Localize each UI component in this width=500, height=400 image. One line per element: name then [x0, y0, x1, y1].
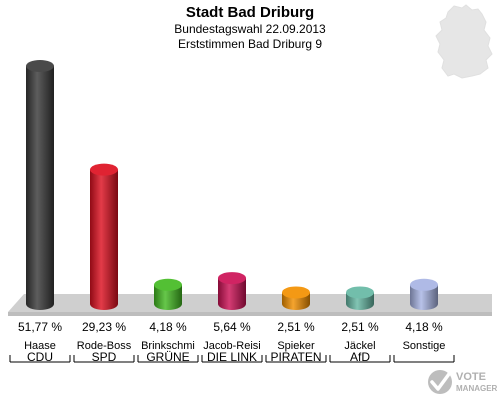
bar-top	[346, 286, 374, 299]
candidate-label: Brinkschmi	[141, 340, 195, 352]
value-label: 51,77 %	[18, 320, 62, 334]
value-label: 4,18 %	[149, 320, 187, 334]
party-label: GRÜNE	[146, 350, 189, 364]
bar-sonstige	[410, 278, 438, 310]
candidate-label: Sonstige	[403, 340, 446, 352]
svg-text:MANAGER: MANAGER	[456, 384, 498, 393]
bar-top	[26, 60, 54, 72]
candidate-label: Rode-Boss	[77, 340, 132, 352]
chart-title: Stadt Bad Driburg	[185, 4, 315, 21]
bar-top	[218, 272, 246, 285]
chart-floor-edge	[8, 312, 492, 316]
bar-spieker	[282, 286, 310, 310]
party-label: AfD	[350, 350, 370, 364]
germany-map-icon	[435, 4, 493, 79]
value-label: 2,51 %	[277, 320, 315, 334]
party-label: DIE LINK	[207, 350, 257, 364]
bar-body	[154, 284, 182, 310]
candidate-label: Haase	[24, 340, 56, 352]
candidate-label: Jacob-Reisi	[203, 340, 260, 352]
svg-text:VOTE: VOTE	[456, 371, 486, 383]
chart-header: Stadt Bad Driburg Bundestagswahl 22.09.2…	[0, 4, 500, 52]
value-label: 4,18 %	[405, 320, 443, 334]
party-label: SPD	[92, 350, 117, 364]
checkmark-icon	[428, 370, 452, 394]
party-label: PIRATEN	[270, 350, 321, 364]
value-label: 29,23 %	[82, 320, 126, 334]
bar-top	[410, 278, 438, 291]
bar-top	[90, 163, 118, 176]
party-label: CDU	[27, 350, 53, 364]
bar-jäckel	[346, 286, 374, 310]
bar-body	[90, 169, 118, 310]
value-label: 5,64 %	[213, 320, 251, 334]
candidate-label: Jäckel	[344, 340, 375, 352]
bar-body	[410, 284, 438, 310]
bar-body	[218, 278, 246, 310]
value-label: 2,51 %	[341, 320, 379, 334]
bar-haase	[26, 60, 54, 310]
candidate-label: Spieker	[277, 340, 315, 352]
bar-jacob-reisi	[218, 272, 246, 310]
bar-top	[282, 286, 310, 299]
bar-top	[154, 278, 182, 291]
chart-subtitle-election: Bundestagswahl 22.09.2013	[174, 22, 326, 36]
chart-subtitle-district: Erststimmen Bad Driburg 9	[177, 37, 323, 51]
bar-rode-boss	[90, 163, 118, 310]
bar-body	[26, 66, 54, 310]
bar-brinkschmi	[154, 278, 182, 310]
votemanager-logo: VOTE MANAGER	[428, 370, 498, 394]
